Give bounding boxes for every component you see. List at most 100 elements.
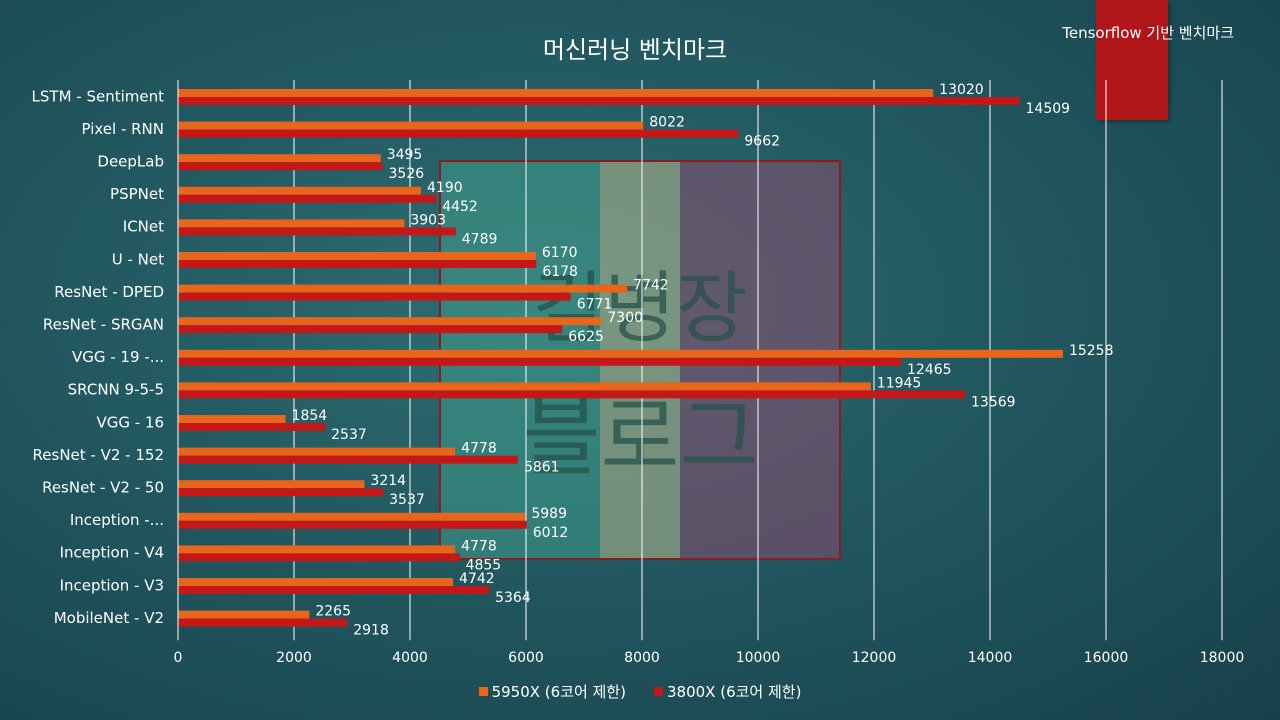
bar-series-1 — [178, 578, 454, 586]
data-label-series-1: 3214 — [370, 473, 406, 489]
legend: 5950X (6코어 제한) 3800X (6코어 제한) — [0, 681, 1280, 702]
data-label-series-1: 7300 — [607, 310, 643, 326]
data-label-series-2: 6178 — [542, 264, 578, 280]
bar-series-1 — [178, 415, 286, 423]
legend-label-series-1: 5950X (6코어 제한) — [491, 683, 626, 701]
bar-series-1 — [178, 219, 405, 228]
data-label-series-1: 7742 — [633, 278, 669, 294]
legend-swatch-series-1 — [478, 687, 488, 696]
category-label: SRCNN 9-5-5 — [68, 381, 164, 399]
legend-swatch-series-2 — [654, 687, 663, 696]
data-label-series-1: 4778 — [461, 441, 497, 457]
bar-series-1 — [178, 252, 536, 260]
data-label-series-1: 4190 — [427, 180, 463, 196]
data-label-series-1: 5989 — [531, 506, 567, 522]
bar-series-2 — [178, 162, 383, 171]
bar-series-2 — [178, 227, 456, 236]
category-label: ResNet - SRGAN — [43, 316, 164, 334]
category-label: Inception - V3 — [60, 576, 164, 594]
data-label-series-2: 5861 — [524, 460, 560, 476]
bar-series-2 — [178, 423, 326, 431]
category-label: PSPNet — [110, 185, 164, 203]
bar-series-1 — [178, 382, 871, 391]
category-label: VGG - 19 -... — [72, 348, 164, 366]
category-label: MobileNet - V2 — [54, 609, 164, 627]
data-label-series-2: 12465 — [907, 362, 952, 378]
watermark-text-2: 블로그 — [521, 388, 758, 488]
bar-series-2 — [178, 455, 518, 464]
watermark-text-1: 김병장 — [532, 264, 747, 354]
category-label: ICNet — [123, 218, 164, 236]
deck-tag: Tensorflow 기반 벤치마크 — [1062, 24, 1234, 42]
x-tick-label: 8000 — [624, 650, 660, 666]
bar-series-2 — [178, 357, 901, 366]
data-label-series-2: 6625 — [568, 329, 604, 345]
data-label-series-2: 2537 — [331, 427, 367, 443]
bar-series-2 — [178, 97, 1020, 105]
legend-label-series-2: 3800X (6코어 제한) — [667, 683, 802, 701]
data-label-series-1: 3495 — [387, 147, 423, 163]
x-tick-label: 2000 — [276, 650, 312, 666]
data-label-series-1: 4742 — [459, 571, 495, 587]
data-label-series-2: 5364 — [495, 590, 531, 606]
bar-series-1 — [178, 610, 310, 619]
bar-series-1 — [178, 121, 644, 130]
bar-series-2 — [178, 260, 537, 268]
bar-series-1 — [178, 545, 456, 554]
data-label-series-1: 4778 — [461, 538, 497, 554]
data-label-series-1: 13020 — [939, 82, 984, 98]
x-tick-label: 12000 — [852, 650, 897, 666]
bar-series-1 — [178, 512, 526, 521]
bar-series-1 — [178, 284, 628, 293]
category-label: Pixel - RNN — [81, 120, 164, 138]
bar-series-2 — [178, 194, 437, 203]
data-label-series-2: 4452 — [442, 199, 478, 215]
bar-series-2 — [178, 325, 563, 334]
data-label-series-1: 15258 — [1069, 343, 1114, 359]
data-label-series-2: 9662 — [744, 134, 780, 150]
x-tick-label: 4000 — [392, 650, 428, 666]
data-label-series-2: 13569 — [971, 394, 1016, 410]
bar-series-2 — [178, 586, 490, 594]
data-label-series-2: 4789 — [462, 231, 498, 247]
category-label: ResNet - V2 - 152 — [33, 446, 164, 464]
data-label-series-1: 8022 — [649, 115, 685, 131]
bar-series-2 — [178, 488, 384, 497]
bar-series-2 — [178, 618, 348, 627]
category-label: LSTM - Sentiment — [32, 87, 165, 105]
chart-title: 머신러닝 벤치마크 — [542, 36, 728, 64]
tag-banner — [1096, 0, 1168, 120]
data-label-series-2: 4855 — [466, 557, 502, 573]
category-label: DeepLab — [97, 153, 164, 171]
category-label: VGG - 16 — [96, 413, 164, 431]
bar-series-1 — [178, 480, 365, 489]
bar-series-1 — [178, 186, 422, 195]
data-label-series-2: 6771 — [577, 297, 613, 313]
x-tick-label: 14000 — [968, 650, 1013, 666]
data-label-series-2: 14509 — [1026, 101, 1071, 117]
data-label-series-1: 11945 — [877, 375, 922, 391]
bar-series-2 — [178, 292, 571, 301]
data-label-series-2: 3526 — [389, 166, 425, 182]
x-tick-label: 10000 — [736, 650, 781, 666]
data-label-series-1: 1854 — [292, 408, 328, 424]
bar-series-2 — [178, 553, 460, 562]
legend-item-series-2: 3800X (6코어 제한) — [654, 681, 801, 702]
legend-item-series-1: 5950X (6코어 제한) — [478, 681, 626, 702]
bar-series-2 — [178, 390, 966, 399]
data-label-series-2: 6012 — [533, 525, 569, 541]
category-label: ResNet - DPED — [54, 283, 164, 301]
bar-series-1 — [178, 154, 381, 163]
data-label-series-1: 2265 — [315, 604, 351, 620]
x-tick-label: 18000 — [1200, 650, 1245, 666]
bar-series-2 — [178, 129, 739, 138]
category-label: Inception -... — [70, 511, 164, 529]
data-label-series-2: 3537 — [389, 492, 425, 508]
bar-series-1 — [178, 447, 456, 456]
x-tick-label: 6000 — [508, 650, 544, 666]
category-label: U - Net — [112, 250, 164, 268]
x-tick-label: 16000 — [1084, 650, 1129, 666]
bar-series-1 — [178, 317, 602, 326]
data-label-series-1: 6170 — [542, 245, 578, 261]
